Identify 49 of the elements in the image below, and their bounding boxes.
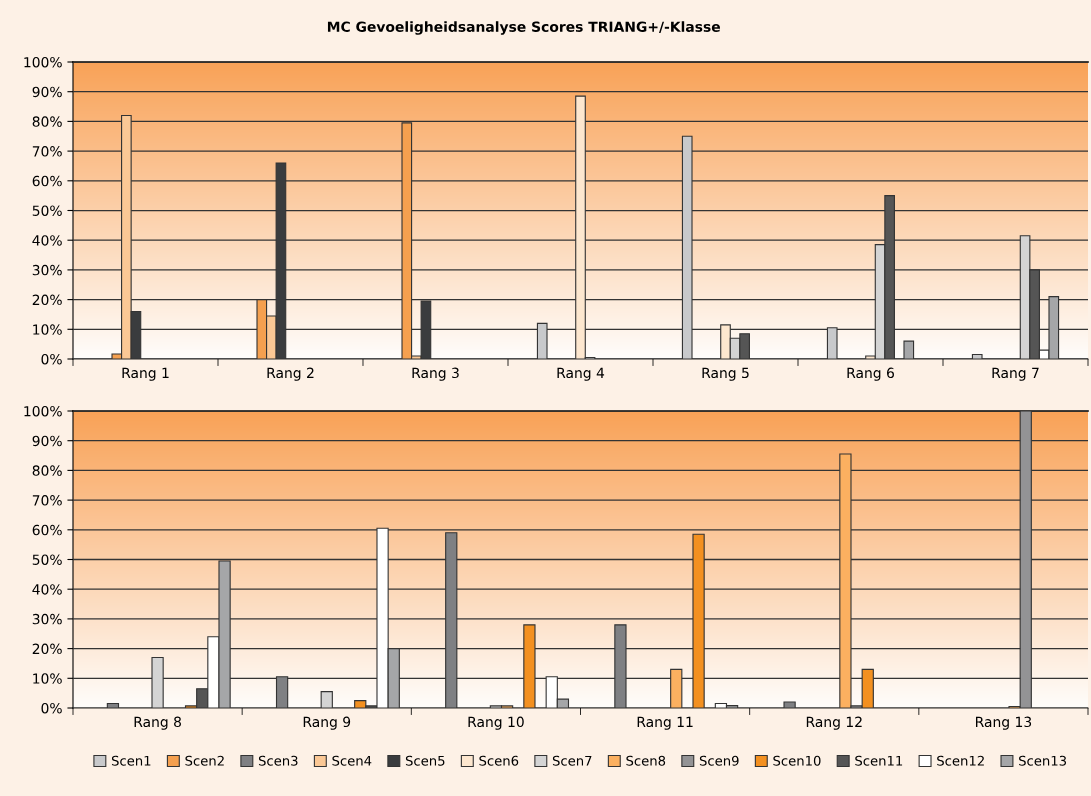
- x-tick-label: Rang 5: [702, 367, 749, 381]
- chart-title: MC Gevoeligheidsanalyse Scores TRIANG+/-Klasse: [327, 21, 720, 35]
- x-tick-label: Rang 3: [412, 367, 459, 381]
- x-tick-label: Rang 11: [637, 716, 693, 730]
- y-tick-label: 0%: [41, 353, 62, 365]
- y-tick-label: 10%: [33, 324, 62, 335]
- y-tick-label: 60%: [32, 175, 62, 187]
- y-tick-label: 40%: [32, 584, 62, 595]
- y-tick-label: 30%: [32, 613, 62, 625]
- y-tick-label: 10%: [33, 673, 62, 684]
- legend-label: Scen12: [937, 755, 984, 766]
- x-tick-label: Rang 6: [847, 367, 894, 381]
- y-tick-label: 100%: [24, 405, 62, 417]
- y-tick-label: 50%: [32, 205, 62, 216]
- y-tick-label: 70%: [32, 495, 62, 506]
- legend-label: Scen4: [332, 755, 372, 766]
- x-tick-label: Rang 2: [267, 367, 314, 381]
- y-tick-label: 80%: [32, 465, 62, 476]
- x-tick-label: Rang 7: [992, 367, 1039, 381]
- y-tick-label: 40%: [32, 235, 62, 246]
- y-tick-label: 50%: [32, 554, 62, 565]
- legend-label: Scen9: [699, 755, 739, 766]
- legend-label: Scen1: [111, 755, 151, 766]
- x-tick-label: Rang 9: [303, 716, 351, 730]
- x-tick-label: Rang 12: [806, 716, 862, 730]
- y-tick-label: 100%: [24, 56, 62, 68]
- legend-label: Scen8: [626, 755, 666, 766]
- x-tick-label: Rang 10: [468, 716, 524, 730]
- x-tick-label: Rang 8: [134, 716, 181, 730]
- x-tick-label: Rang 1: [122, 367, 169, 381]
- legend-label: Scen10: [773, 755, 821, 766]
- x-tick-label: Rang 4: [557, 367, 605, 381]
- y-tick-label: 80%: [32, 116, 62, 127]
- y-tick-label: 0%: [41, 702, 62, 714]
- legend-label: Scen3: [258, 755, 298, 766]
- y-tick-label: 30%: [32, 264, 62, 276]
- legend-label: Scen7: [552, 755, 592, 766]
- legend-label: Scen11: [855, 755, 903, 766]
- legend-label: Scen5: [405, 755, 445, 766]
- y-tick-label: 90%: [32, 435, 62, 447]
- y-tick-label: 70%: [32, 146, 62, 157]
- legend-label: Scen13: [1019, 755, 1067, 766]
- y-tick-label: 20%: [32, 643, 62, 655]
- y-tick-label: 20%: [32, 294, 62, 306]
- legend-label: Scen2: [185, 755, 224, 766]
- y-tick-label: 90%: [32, 86, 62, 98]
- legend-label: Scen6: [479, 755, 519, 766]
- y-tick-label: 60%: [32, 524, 62, 536]
- x-tick-label: Rang 13: [976, 716, 1032, 730]
